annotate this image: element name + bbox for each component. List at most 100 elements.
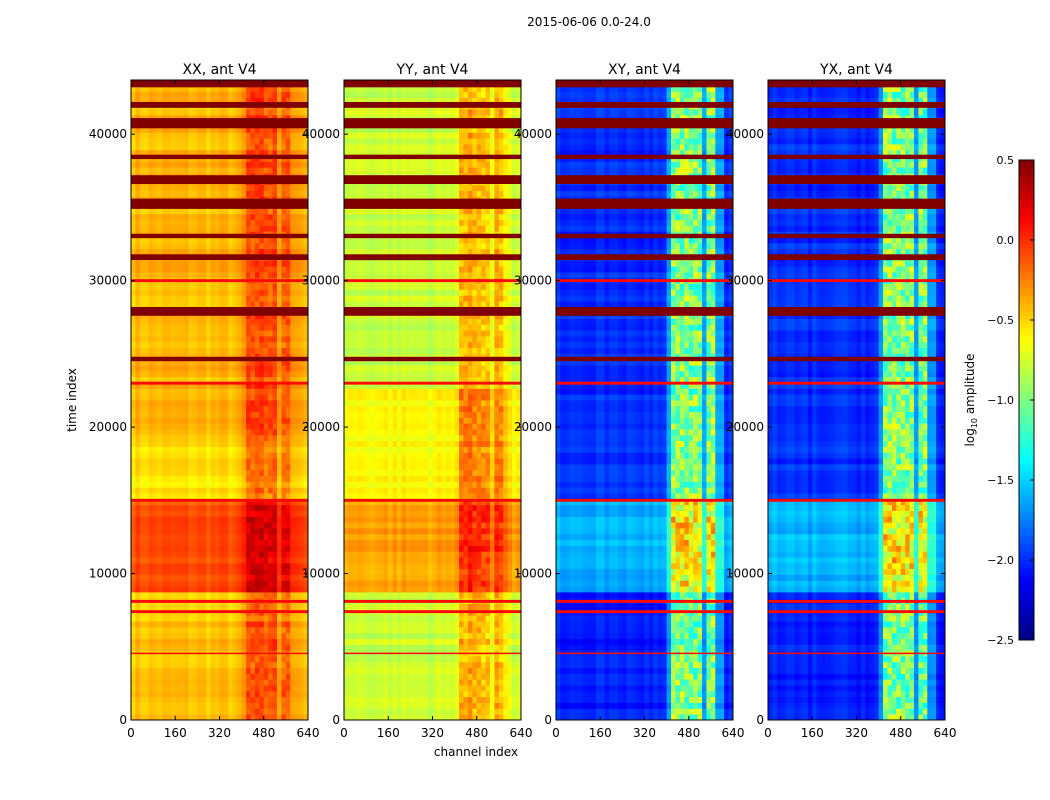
heatmap-cell [241, 91, 247, 98]
heatmap-cell [241, 330, 247, 337]
heatmap-cell [223, 312, 229, 319]
heatmap-cell [259, 469, 265, 477]
heatmap-cell [250, 656, 256, 663]
heatmap-cell [144, 679, 150, 686]
heatmap-cell [228, 295, 234, 302]
heatmap-cell [215, 394, 220, 401]
heatmap-cell [206, 673, 212, 680]
heatmap-cell [281, 504, 287, 511]
heatmap-cell [197, 405, 203, 413]
heatmap-cell [374, 644, 380, 651]
heatmap-cell [232, 394, 238, 401]
heatmap-cell [370, 656, 376, 663]
heatmap-cell [148, 341, 154, 349]
heatmap-cell [139, 469, 145, 477]
heatmap-cell [219, 644, 225, 651]
heatmap-cell [303, 336, 309, 343]
heatmap-cell [290, 213, 296, 221]
heatmap-cell [232, 510, 238, 517]
heatmap-cell [175, 708, 181, 715]
heatmap-cell [281, 132, 287, 139]
heatmap-cell [232, 272, 238, 279]
heatmap-cell [201, 626, 207, 634]
heatmap-cell [277, 440, 282, 447]
heatmap-cell [294, 242, 300, 250]
heatmap-cell [175, 132, 181, 139]
heatmap-cell [401, 638, 407, 645]
flagged-band [131, 101, 308, 108]
heatmap-cell [184, 190, 189, 197]
heatmap-cell [201, 586, 207, 593]
heatmap-cell [281, 167, 287, 174]
heatmap-cell [166, 545, 172, 552]
heatmap-cell [294, 580, 300, 587]
heatmap-cell [290, 347, 296, 354]
heatmap-cell [485, 702, 491, 709]
heatmap-cell [228, 132, 234, 139]
heatmap-cell [148, 161, 154, 168]
heatmap-cell [405, 690, 411, 698]
heatmap-cell [197, 184, 203, 191]
heatmap-cell [148, 545, 154, 552]
heatmap-cell [175, 260, 181, 267]
heatmap-cell [246, 219, 251, 226]
heatmap-cell [232, 190, 238, 197]
heatmap-cell [432, 656, 438, 663]
heatmap-cell [131, 423, 136, 430]
heatmap-cell [507, 673, 513, 680]
heatmap-cell [170, 667, 176, 674]
heatmap-cell [254, 382, 260, 389]
heatmap-cell [232, 400, 238, 407]
heatmap-cell [299, 621, 304, 628]
heatmap-cell [459, 708, 464, 715]
heatmap-cell [290, 289, 296, 296]
heatmap-cell [285, 690, 291, 698]
heatmap-cell [272, 696, 278, 703]
heatmap-cell [277, 429, 282, 436]
heatmap-cell [374, 667, 380, 674]
heatmap-cell [188, 528, 194, 535]
heatmap-cell [184, 498, 189, 506]
heatmap-cell [503, 656, 509, 663]
heatmap-cell [241, 626, 247, 634]
heatmap-cell [139, 545, 145, 552]
heatmap-cell [419, 661, 425, 669]
heatmap-cell [428, 656, 433, 663]
heatmap-cell [161, 661, 167, 669]
heatmap-cell [259, 539, 265, 546]
heatmap-cell [281, 714, 287, 721]
heatmap-cell [131, 592, 136, 599]
heatmap-cell [370, 690, 376, 698]
heatmap-cell [153, 708, 158, 715]
heatmap-cell [277, 365, 282, 372]
heatmap-cell [254, 312, 260, 319]
heatmap-cell [237, 469, 243, 477]
heatmap-cell [281, 464, 287, 471]
heatmap-cell [254, 685, 260, 692]
heatmap-cell [175, 434, 181, 442]
heatmap-cell [250, 184, 256, 191]
heatmap-cell [294, 603, 300, 610]
heatmap-cell [153, 685, 158, 692]
heatmap-cell [281, 376, 287, 383]
heatmap-cell [201, 493, 207, 500]
heatmap-cell [148, 661, 154, 669]
heatmap-cell [361, 690, 367, 698]
heatmap-cell [131, 138, 136, 145]
heatmap-cell [503, 714, 509, 721]
heatmap-cell [263, 481, 269, 488]
heatmap-cell [299, 411, 304, 418]
heatmap-cell [268, 272, 273, 279]
heatmap-cell [206, 132, 212, 139]
heatmap-cell [131, 580, 136, 587]
heatmap-cell [192, 295, 198, 302]
heatmap-cell [344, 708, 349, 715]
heatmap-cell [188, 213, 194, 221]
heatmap-cell [294, 248, 300, 255]
heatmap-cell [432, 679, 438, 686]
heatmap-cell [246, 347, 251, 354]
heatmap-cell [148, 586, 154, 593]
heatmap-cell [175, 330, 181, 337]
heatmap-cell [184, 708, 189, 715]
heatmap-cell [139, 353, 145, 360]
